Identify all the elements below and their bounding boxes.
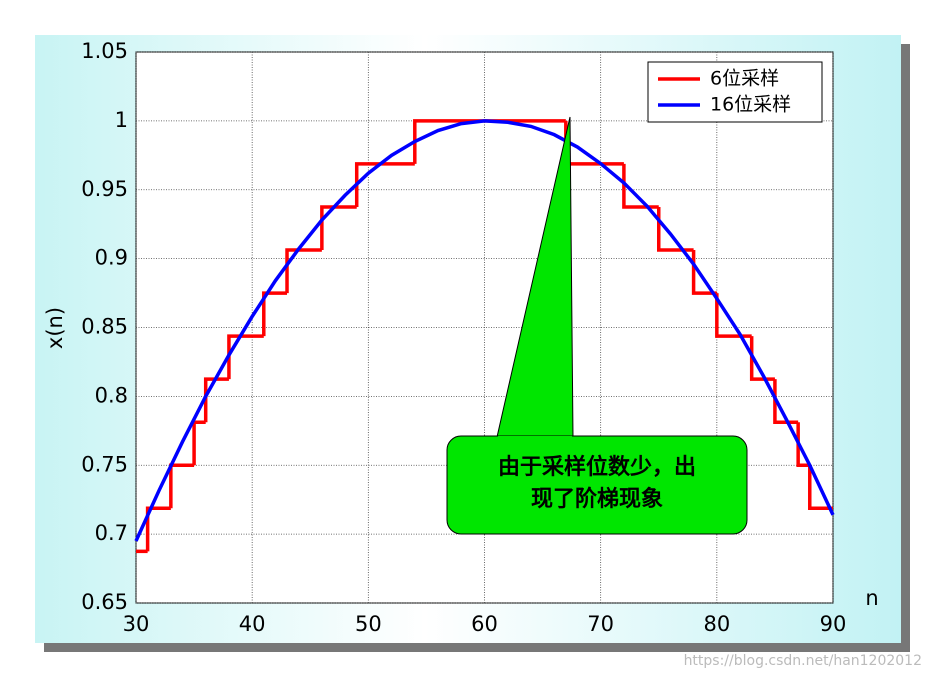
step-segment xyxy=(796,422,810,467)
step-segment xyxy=(808,465,833,511)
step-segment xyxy=(145,506,171,552)
y-tick-label: 0.9 xyxy=(95,246,128,270)
x-tick-label: 90 xyxy=(820,612,847,636)
line xyxy=(134,119,835,542)
x-tick-label: 30 xyxy=(123,612,150,636)
y-axis-label: x(n) xyxy=(43,307,67,349)
y-tick-label: 0.7 xyxy=(95,521,128,545)
x-tick-label: 50 xyxy=(355,612,382,636)
y-tick-label: 0.95 xyxy=(81,177,128,201)
step-segment xyxy=(285,248,322,294)
legend-label: 6位采样 xyxy=(710,68,779,90)
y-tick-label: 0.85 xyxy=(81,315,128,339)
x-tick-label: 80 xyxy=(703,612,730,636)
callout-box xyxy=(446,435,748,535)
step-segment xyxy=(354,162,415,207)
step-segment xyxy=(320,205,357,251)
y-tick-label: 0.75 xyxy=(81,452,128,476)
step-segment xyxy=(203,377,229,423)
step-segment xyxy=(227,334,264,380)
step-segment xyxy=(773,379,799,424)
watermark: https://blog.csdn.net/han1202012 xyxy=(684,653,922,669)
step-segment xyxy=(413,119,566,164)
step-segment xyxy=(262,291,288,337)
step-segment xyxy=(749,336,775,381)
legend xyxy=(647,61,823,123)
legend-label: 16位采样 xyxy=(710,94,791,116)
x-tick-label: 70 xyxy=(587,612,614,636)
y-tick-label: 1 xyxy=(115,108,128,132)
annotation: 由于采样位数少，出 xyxy=(498,454,696,480)
y-tick-label: 1.05 xyxy=(81,39,128,63)
annotation: 现了阶梯现象 xyxy=(531,486,663,512)
y-tick-label: 0.8 xyxy=(95,383,128,407)
x-tick-label: 60 xyxy=(471,612,498,636)
y-tick-label: 0.65 xyxy=(81,590,128,614)
x-tick-label: 40 xyxy=(239,612,266,636)
x-axis-label: n xyxy=(865,586,878,610)
